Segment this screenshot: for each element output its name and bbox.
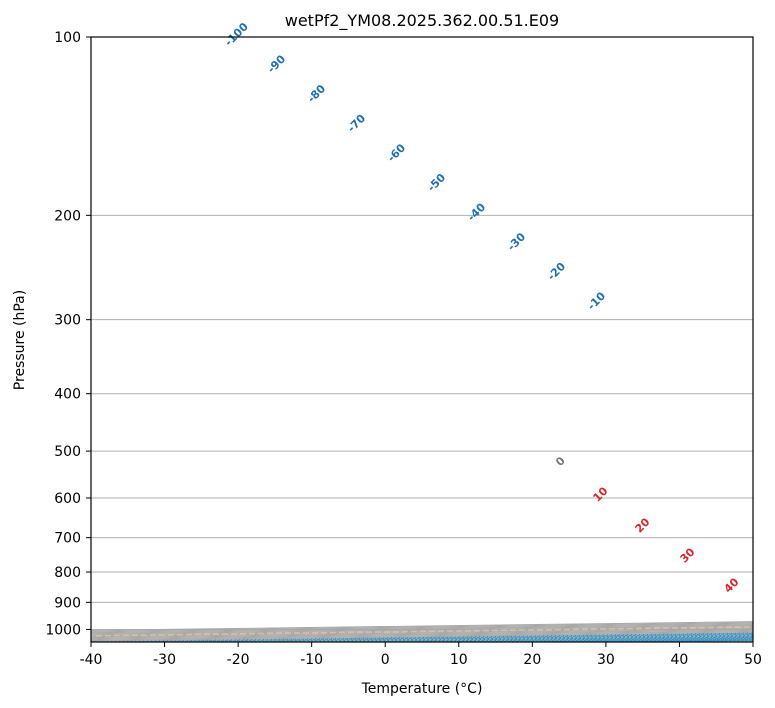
x-tick-label: 10 [450,652,468,668]
x-tick-label: 20 [523,652,541,668]
x-tick-label: -20 [227,652,250,668]
y-tick-label: 200 [54,208,81,224]
chart-title: wetPf2_YM08.2025.362.00.51.E09 [285,11,559,31]
y-tick-label: 300 [54,313,81,329]
y-axis-title: Pressure (hPa) [12,290,28,390]
x-tick-label: -10 [300,652,323,668]
x-tick-label: 0 [381,652,390,668]
x-tick-label: 50 [744,652,762,668]
x-tick-label: 40 [671,652,689,668]
x-axis-title: Temperature (°C) [361,681,483,697]
x-tick-label: -30 [153,652,176,668]
x-tick-label: 30 [597,652,615,668]
y-tick-label: 800 [54,565,81,581]
plot-frame [90,36,754,643]
background-lines [91,37,753,642]
y-tick-label: 600 [54,491,81,507]
y-axis: 100 200 300 400 500 600 700 800 900 1000 [45,30,91,638]
y-tick-label: 900 [54,595,81,611]
y-tick-label: 400 [54,387,81,403]
x-tick-label: -40 [80,652,103,668]
y-tick-label: 100 [54,30,81,46]
y-tick-label: 500 [54,444,81,460]
y-tick-label: 1000 [45,622,81,638]
x-axis: -40 -30 -20 -10 0 10 20 30 40 50 [80,642,762,668]
y-tick-label: 700 [54,531,81,547]
